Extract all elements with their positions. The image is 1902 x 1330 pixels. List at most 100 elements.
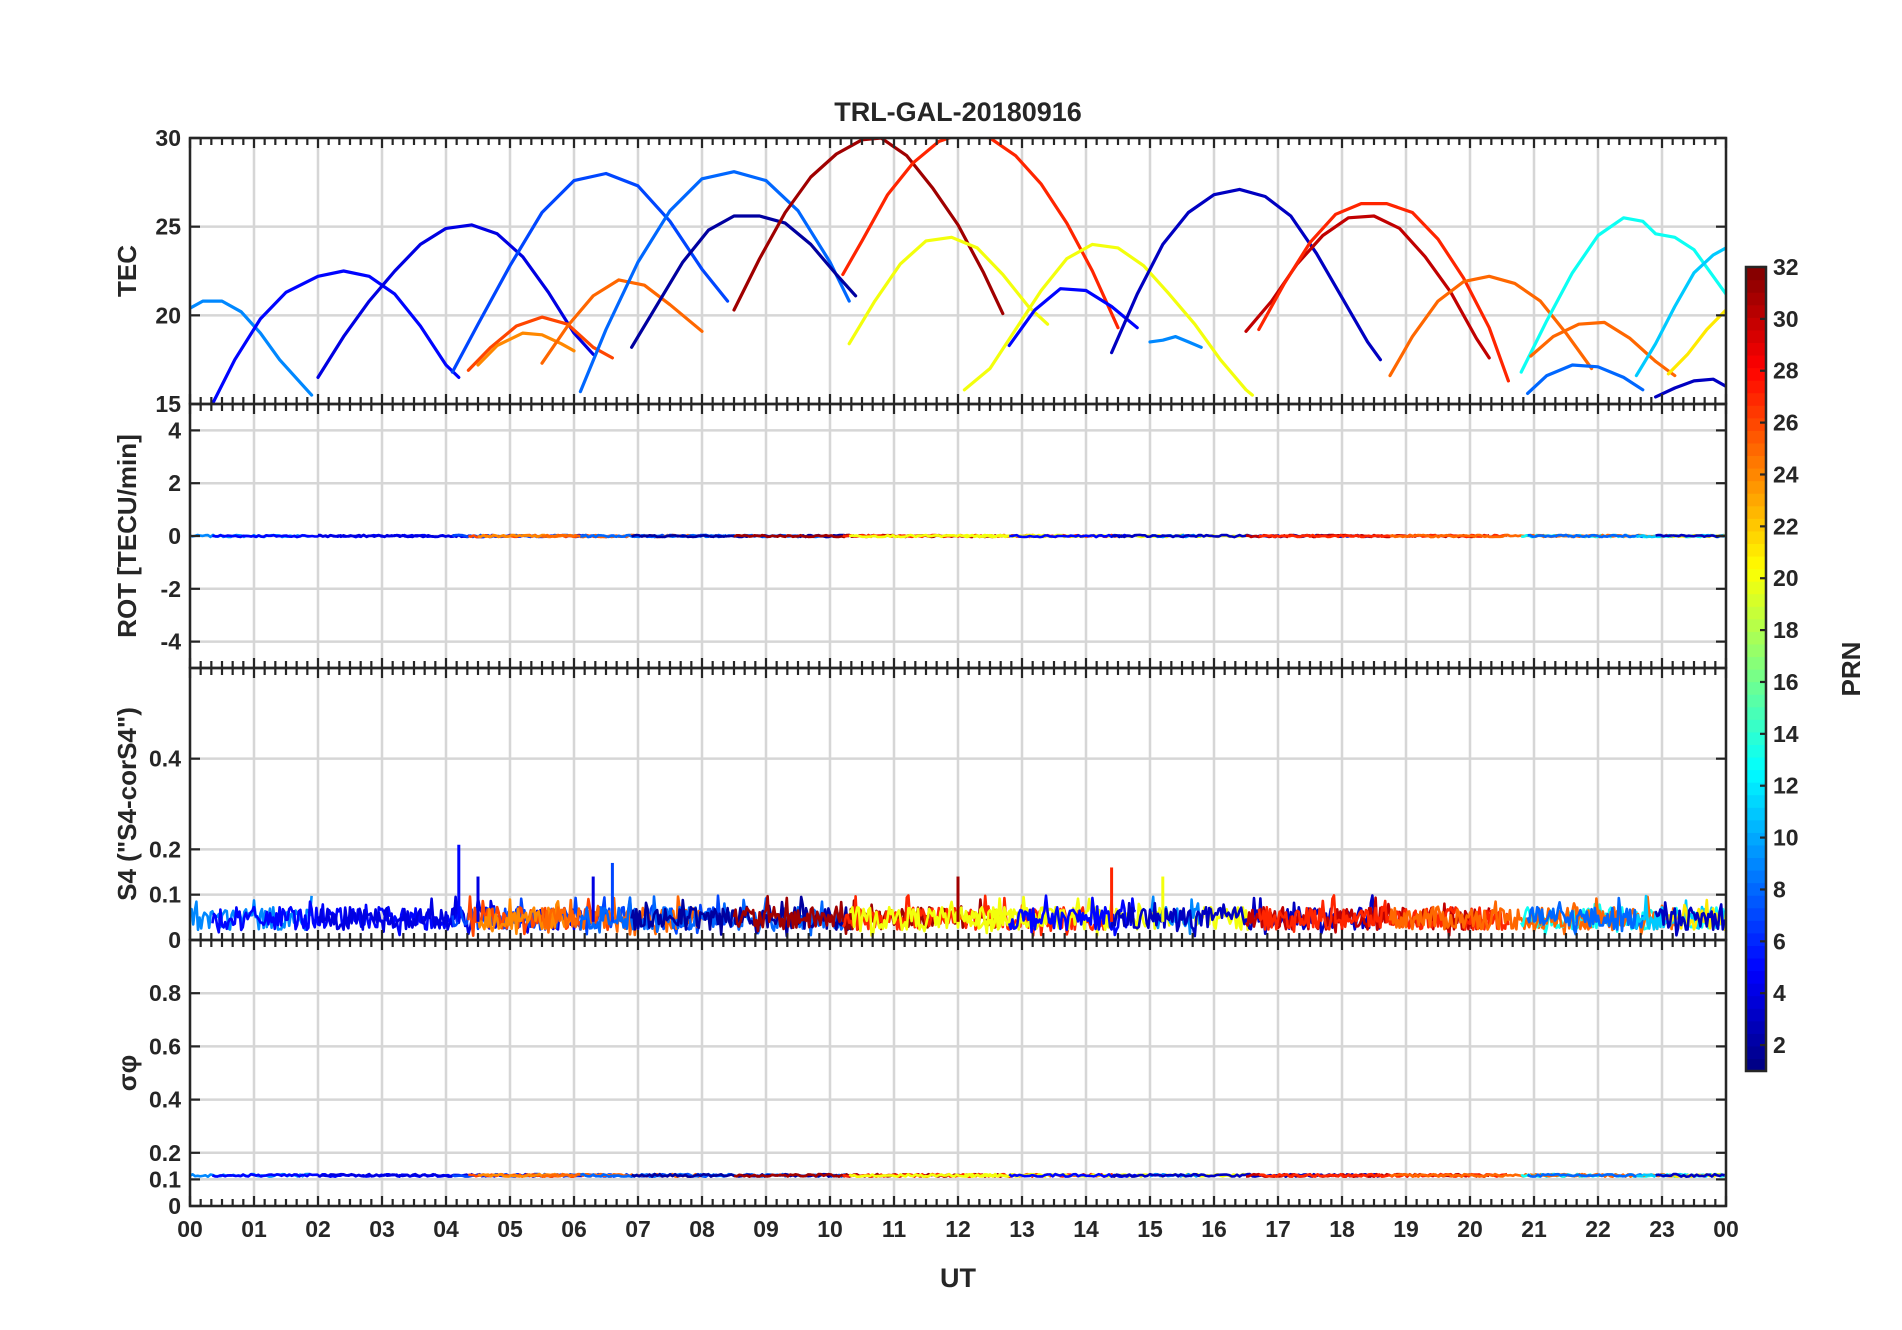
colorbar-segment <box>1746 618 1766 632</box>
s4-series-prn-24 <box>476 898 574 936</box>
panel-tec-data <box>190 138 1726 404</box>
x-tick-label: 11 <box>882 1216 907 1242</box>
colorbar-tick-label: 6 <box>1773 928 1786 954</box>
tec-series-prn-27 <box>1257 202 1511 383</box>
colorbar-segment <box>1746 380 1766 394</box>
x-tick-label: 05 <box>497 1216 523 1242</box>
x-tick-label: 10 <box>817 1216 843 1242</box>
tec-series-prn-25 <box>540 278 704 365</box>
colorbar-segment <box>1746 706 1766 720</box>
colorbar-segment <box>1746 581 1766 595</box>
sigma-series-prn-3 <box>1655 1172 1726 1178</box>
rot-series-prn-3 <box>1655 533 1725 539</box>
s4-series-prn-5 <box>1007 894 1136 937</box>
panel-sigma-grid <box>188 940 1728 1208</box>
colorbar-segment <box>1746 317 1766 331</box>
y-tick-label: 0.2 <box>149 836 181 862</box>
y-tick-label: 30 <box>155 125 181 151</box>
colorbar-segment <box>1746 354 1766 369</box>
y-tick-label: -4 <box>161 629 182 655</box>
colorbar-tick-label: 4 <box>1773 980 1786 1006</box>
colorbar-segment <box>1746 794 1766 808</box>
colorbar-tick-label: 14 <box>1773 721 1799 747</box>
tec-series-prn-7 <box>450 171 730 374</box>
panel-rot-data <box>190 533 1726 539</box>
x-tick-label: 00 <box>177 1216 203 1242</box>
x-tick-label: 14 <box>1073 1216 1099 1242</box>
colorbar-tick-label: 18 <box>1773 617 1799 643</box>
panel-rot-ticks <box>188 404 1728 668</box>
tec-series-prn-2 <box>629 214 858 349</box>
tec-series-prn-20 <box>962 242 1255 397</box>
y-tick-label: 0 <box>168 523 181 549</box>
colorbar-segment <box>1746 568 1766 582</box>
colorbar-tick-label: 28 <box>1773 358 1799 384</box>
colorbar-segment <box>1746 1045 1766 1060</box>
x-tick-label: 01 <box>241 1216 267 1242</box>
colorbar-segment <box>1746 731 1766 745</box>
tec-series-prn-8 <box>578 170 851 394</box>
colorbar-segment <box>1746 543 1766 557</box>
tec-series-prn-3 <box>1653 377 1726 399</box>
x-tick-label: 18 <box>1329 1216 1355 1242</box>
x-tick-label: 12 <box>945 1216 971 1242</box>
colorbar-tick-label: 24 <box>1773 461 1799 487</box>
colorbar-segment <box>1746 970 1766 984</box>
panel-tec-ylabel: TEC <box>112 245 142 297</box>
x-tick-label: 00 <box>1713 1216 1739 1242</box>
colorbar-tick-label: 22 <box>1773 513 1799 539</box>
colorbar-segment <box>1746 1020 1766 1034</box>
x-tick-label: 13 <box>1009 1216 1035 1242</box>
s4-series-prn-9 <box>190 895 313 932</box>
colorbar-segment <box>1746 895 1766 909</box>
x-tick-label: 02 <box>305 1216 331 1242</box>
colorbar-segment <box>1746 267 1766 281</box>
s4-series-prn-8 <box>1526 896 1645 936</box>
x-tick-label: 19 <box>1393 1216 1419 1242</box>
tec-series-prn-9 <box>190 299 314 397</box>
colorbar-tick-label: 26 <box>1773 410 1799 436</box>
colorbar-segment <box>1746 807 1766 821</box>
colorbar-segment <box>1746 329 1766 343</box>
colorbar-segment <box>1746 392 1766 406</box>
panel-sigma-ticks <box>188 940 1728 1208</box>
colorbar-segment <box>1746 455 1766 469</box>
y-tick-label: 4 <box>168 417 181 443</box>
tec-series-prn-25 <box>1529 320 1677 378</box>
colorbar-segment <box>1746 744 1766 758</box>
x-tick-label: 06 <box>561 1216 587 1242</box>
colorbar-segment <box>1746 870 1766 884</box>
panel-rot-ylabel: ROT [TECU/min] <box>112 434 142 638</box>
y-tick-label: -2 <box>161 576 181 602</box>
x-tick-label: 09 <box>753 1216 779 1242</box>
colorbar-tick-label: 16 <box>1773 669 1799 695</box>
x-axis-label: UT <box>940 1263 976 1293</box>
x-tick-label: 07 <box>625 1216 651 1242</box>
colorbar-segment <box>1746 530 1766 544</box>
colorbar-segment <box>1746 995 1766 1009</box>
colorbar-segment <box>1746 405 1766 419</box>
y-tick-label: 2 <box>168 470 181 496</box>
colorbar-segment <box>1746 769 1766 783</box>
colorbar-segment <box>1746 832 1766 846</box>
colorbar-tick-label: 2 <box>1773 1032 1786 1058</box>
x-tick-label: 21 <box>1521 1216 1547 1242</box>
x-tick-label: 04 <box>433 1216 459 1242</box>
tec-series-prn-24 <box>476 331 576 367</box>
colorbar-segment <box>1746 656 1766 670</box>
tec-series-prn-9 <box>1148 335 1203 349</box>
x-tick-label: 08 <box>689 1216 715 1242</box>
colorbar-frame <box>1744 265 1768 1073</box>
colorbar-segment <box>1746 782 1766 796</box>
colorbar-segment <box>1746 430 1766 444</box>
colorbar-tick-label: 8 <box>1773 876 1786 902</box>
tec-series-prn-11 <box>1634 246 1726 378</box>
colorbar-segment <box>1746 279 1766 293</box>
tec-series-prn-13 <box>1519 216 1726 374</box>
panel-s4-ticks <box>188 668 1728 942</box>
colorbar-segment <box>1746 480 1766 494</box>
tec-series-prn-21 <box>1666 308 1726 376</box>
colorbar-segment <box>1746 920 1766 934</box>
tec-series-prn-5 <box>210 269 461 404</box>
colorbar-segment <box>1746 304 1766 318</box>
